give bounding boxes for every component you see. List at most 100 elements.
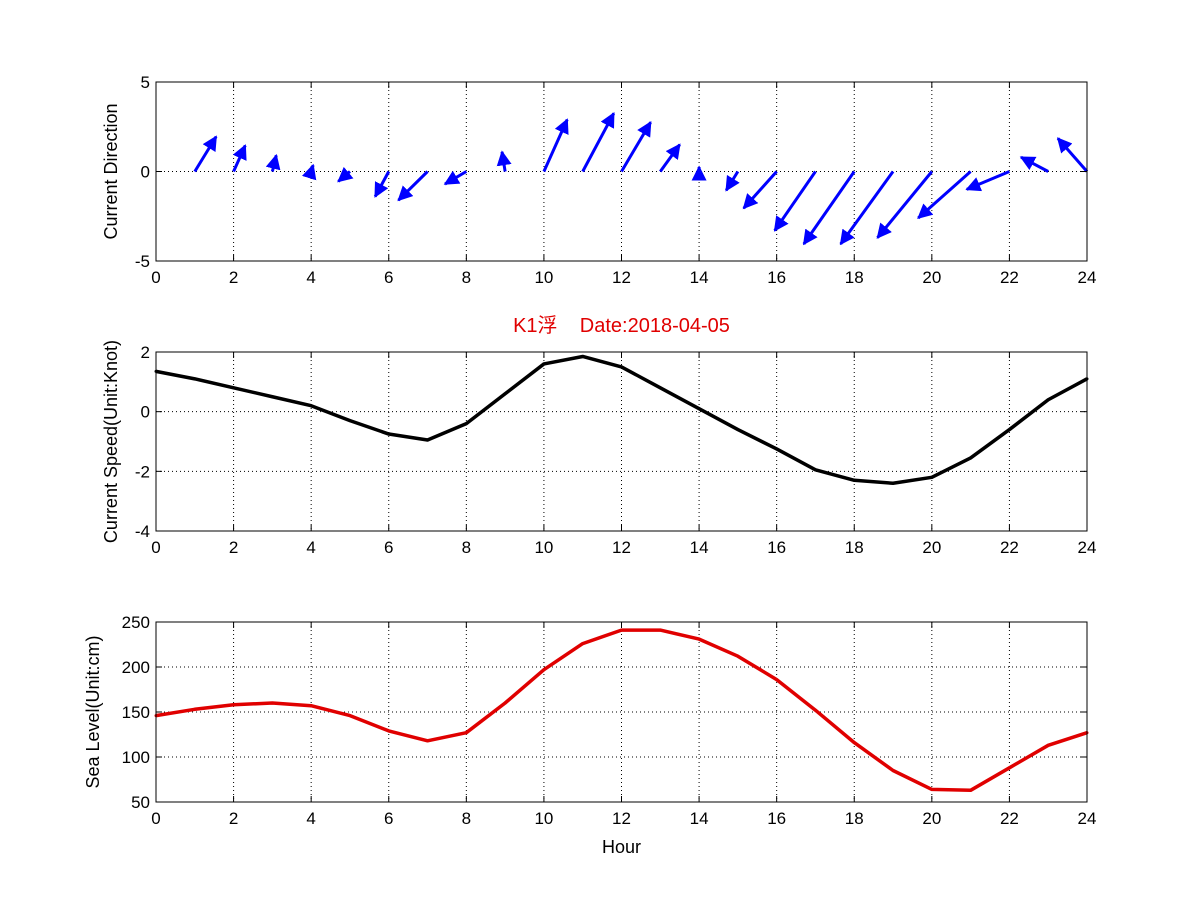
current-speed-point [891, 481, 895, 485]
current-speed-y-label: Current Speed(Unit:Knot) [101, 340, 121, 543]
current-direction-arrow [542, 118, 569, 173]
current-direction-arrow [443, 170, 468, 186]
current-speed-point [736, 428, 740, 432]
sea-level-point [193, 707, 197, 711]
sea-level-point [930, 787, 934, 791]
current-speed-point [503, 392, 507, 396]
current-speed-point [852, 478, 856, 482]
current-direction-x-tick-label: 0 [151, 268, 160, 287]
sea-level-x-tick-label: 14 [690, 809, 709, 828]
current-speed-point [309, 404, 313, 408]
sea-level-point [503, 701, 507, 705]
current-direction-arrow [397, 170, 429, 202]
current-speed-point [542, 362, 546, 366]
current-speed-x-tick-label: 22 [1000, 538, 1019, 557]
current-speed-point [813, 468, 817, 472]
current-speed-point [1007, 428, 1011, 432]
current-speed-x-tick-label: 18 [845, 538, 864, 557]
current-speed-x-tick-label: 10 [534, 538, 553, 557]
sea-level-x-label: Hour [602, 837, 641, 857]
sea-level-point [1007, 766, 1011, 770]
sea-level-x-tick-label: 22 [1000, 809, 1019, 828]
sea-level-y-tick-label: 250 [122, 613, 150, 632]
sea-level-point [697, 637, 701, 641]
current-speed-x-tick-label: 2 [229, 538, 238, 557]
sea-level-point [775, 678, 779, 682]
current-direction-arrow [193, 135, 218, 173]
current-direction-arrow [581, 112, 616, 173]
sea-level-x-ticks: 0 2 4 6 8 10 12 14 16 18 20 22 24 [151, 622, 1096, 828]
current-speed-x-tick-label: 0 [151, 538, 160, 557]
sea-level-x-tick-label: 6 [384, 809, 393, 828]
sea-level-point [348, 714, 352, 718]
current-direction-arrow [802, 170, 856, 246]
current-speed-point [620, 365, 623, 369]
current-direction-arrow [659, 143, 681, 173]
sea-level-point [464, 731, 468, 735]
current-direction-y-tick-label: 5 [141, 73, 150, 92]
current-speed-point [232, 386, 236, 390]
current-direction-arrow [232, 144, 247, 173]
current-direction-y-label: Current Direction [101, 103, 121, 239]
sea-level-point [852, 741, 856, 745]
current-direction-x-tick-label: 4 [306, 268, 315, 287]
current-direction-x-tick-label: 8 [462, 268, 471, 287]
current-speed-x-tick-label: 8 [462, 538, 471, 557]
sea-level-x-tick-label: 0 [151, 809, 160, 828]
current-speed-y-ticks: -4 -2 0 2 [135, 343, 1087, 541]
current-speed-y-tick-label: -4 [135, 522, 150, 541]
current-speed-point [464, 422, 468, 426]
current-speed-y-tick-label: 2 [141, 343, 150, 362]
current-direction-arrow [496, 150, 512, 172]
current-direction-x-tick-label: 6 [384, 268, 393, 287]
current-direction-y-tick-label: 0 [141, 163, 150, 182]
current-speed-x-tick-label: 20 [922, 538, 941, 557]
sea-level-y-tick-label: 100 [122, 748, 150, 767]
sea-level-point [736, 654, 740, 658]
current-speed-x-tick-label: 24 [1078, 538, 1097, 557]
current-direction-arrow [1056, 137, 1089, 173]
current-speed-point [1046, 398, 1050, 402]
current-speed-y-tick-label: 0 [141, 403, 150, 422]
current-direction-x-tick-label: 12 [612, 268, 631, 287]
sea-level-y-ticks: 50 100 150 200 250 [122, 613, 1087, 812]
current-speed-x-tick-label: 16 [767, 538, 786, 557]
current-direction-x-tick-label: 14 [690, 268, 709, 287]
current-speed-x-tick-label: 6 [384, 538, 393, 557]
sea-level-point [891, 769, 895, 772]
sea-level-x-tick-label: 20 [922, 809, 941, 828]
current-speed-x-ticks: 0 2 4 6 8 10 12 14 16 18 20 22 24 [151, 352, 1096, 557]
current-speed-y-tick-label: -2 [135, 462, 150, 481]
current-direction-arrow [742, 170, 778, 210]
sea-level-y-tick-label: 50 [131, 793, 150, 812]
current-speed-point [581, 354, 585, 358]
current-speed-point [387, 432, 391, 436]
sea-level-x-tick-label: 2 [229, 809, 238, 828]
current-speed-point [697, 407, 701, 411]
sea-level-point [270, 701, 274, 705]
current-speed-point [193, 377, 197, 381]
current-direction-y-ticks: -5 0 5 [135, 73, 1087, 271]
sea-level-point [969, 788, 973, 792]
current-direction-x-tick-label: 20 [922, 268, 941, 287]
sea-level-point [1046, 743, 1050, 747]
sea-level-x-tick-label: 24 [1078, 809, 1097, 828]
current-direction-x-tick-label: 16 [767, 268, 786, 287]
current-direction-arrow [1019, 155, 1049, 173]
current-direction-y-tick-label: -5 [135, 252, 150, 271]
sea-level-x-tick-label: 18 [845, 809, 864, 828]
current-speed-x-tick-label: 14 [690, 538, 709, 557]
current-speed-point [658, 386, 662, 390]
sea-level-point [232, 703, 236, 707]
current-direction-arrow [839, 170, 895, 246]
sea-level-y-label: Sea Level(Unit:cm) [83, 635, 103, 788]
current-speed-point [426, 438, 430, 442]
sea-level-point [620, 628, 623, 632]
sea-level-x-tick-label: 8 [462, 809, 471, 828]
sea-level-point [813, 708, 817, 712]
sea-level-y-tick-label: 150 [122, 703, 150, 722]
sea-level-y-tick-label: 200 [122, 658, 150, 677]
